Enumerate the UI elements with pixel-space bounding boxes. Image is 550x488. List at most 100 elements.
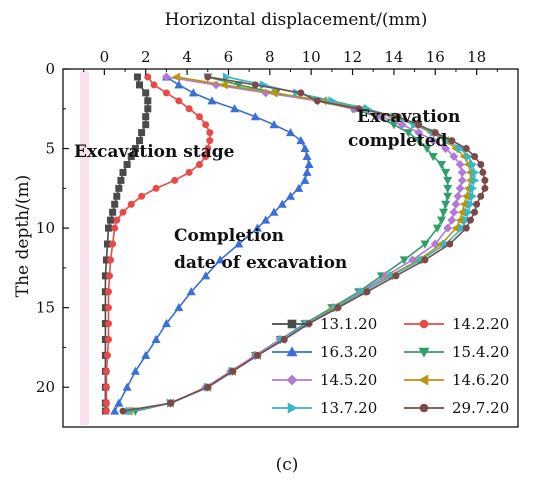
- data-point: [204, 145, 212, 153]
- data-point: [105, 320, 113, 328]
- data-point: [334, 304, 342, 312]
- annotation-excavation-stage: Excavation stage: [74, 142, 235, 162]
- data-point: [296, 135, 306, 145]
- x-tick-label: 14: [384, 48, 403, 66]
- data-point: [131, 145, 139, 153]
- data-point: [399, 256, 409, 265]
- data-point: [414, 128, 424, 138]
- data-point: [449, 207, 459, 217]
- data-point: [234, 239, 244, 248]
- data-point: [127, 200, 135, 208]
- y-tick-label: 0: [45, 60, 55, 78]
- data-point: [202, 121, 210, 129]
- annotation-date-of-excavation: date of excavation: [174, 253, 347, 273]
- data-point: [456, 144, 465, 154]
- data-point: [167, 399, 175, 407]
- legend-swatch-marker: [419, 319, 429, 329]
- data-point: [204, 73, 212, 81]
- data-point: [280, 335, 288, 343]
- data-point: [441, 200, 451, 209]
- data-point: [111, 200, 119, 208]
- data-point: [455, 160, 465, 169]
- data-point: [269, 88, 278, 98]
- data-point: [144, 97, 152, 105]
- data-point: [414, 137, 424, 146]
- data-point: [285, 191, 296, 200]
- legend-swatch-marker: [286, 374, 298, 386]
- y-tick-label: 15: [36, 299, 55, 317]
- data-point: [300, 143, 310, 153]
- data-point: [102, 399, 110, 407]
- legend-item-14.2.20: 14.2.20: [404, 315, 509, 333]
- data-point: [443, 223, 453, 233]
- data-point: [439, 208, 449, 217]
- data-point: [211, 80, 221, 90]
- legend-label: 14.6.20: [452, 371, 509, 389]
- series-13.1.20: [101, 73, 152, 415]
- data-point: [458, 223, 467, 233]
- data-point: [151, 334, 161, 343]
- data-point: [230, 104, 240, 113]
- data-point: [250, 112, 260, 121]
- data-point: [453, 191, 463, 201]
- data-point: [294, 183, 304, 192]
- data-point: [150, 81, 158, 89]
- data-point: [471, 208, 479, 216]
- data-point: [136, 81, 144, 89]
- data-point: [188, 88, 198, 97]
- data-point: [114, 398, 124, 407]
- legend-item-14.6.20: 14.6.20: [404, 371, 509, 389]
- data-point: [117, 176, 125, 184]
- data-point: [141, 350, 151, 359]
- data-point: [152, 184, 160, 192]
- x-tick-label: 18: [467, 48, 486, 66]
- data-point: [428, 136, 438, 146]
- y-axis-title: The depth/(m): [13, 175, 33, 297]
- data-point: [161, 72, 171, 82]
- data-point: [105, 288, 113, 296]
- data-point: [161, 318, 171, 328]
- data-point: [171, 176, 179, 184]
- data-point: [415, 121, 423, 129]
- data-point: [466, 199, 476, 209]
- data-point: [313, 97, 321, 105]
- shading-band: [80, 71, 89, 425]
- data-point: [127, 153, 135, 161]
- legend-item-13.7.20: 13.7.20: [272, 399, 377, 417]
- data-point: [144, 73, 152, 81]
- data-point: [477, 160, 485, 168]
- legend-swatch-marker: [287, 319, 297, 329]
- x-tick-label: 12: [343, 48, 362, 66]
- legend-swatch-marker: [419, 403, 429, 413]
- data-point: [479, 168, 487, 176]
- data-point: [252, 223, 262, 232]
- data-point: [174, 303, 184, 312]
- data-point: [392, 272, 400, 280]
- data-point: [394, 113, 402, 121]
- data-point: [222, 72, 232, 82]
- data-point: [269, 207, 279, 216]
- data-point: [397, 120, 407, 130]
- y-tick-label: 5: [45, 140, 55, 158]
- data-point: [421, 256, 429, 264]
- data-point: [123, 160, 131, 168]
- data-point: [471, 167, 480, 177]
- data-point: [142, 113, 150, 121]
- legend-label: 13.7.20: [320, 399, 377, 417]
- data-point: [471, 175, 480, 185]
- data-point: [172, 72, 181, 82]
- data-point: [122, 382, 132, 391]
- data-point: [451, 199, 461, 209]
- data-point: [462, 145, 470, 153]
- data-point: [185, 168, 193, 176]
- legend-swatch-marker: [286, 346, 298, 357]
- data-point: [468, 159, 478, 169]
- x-tick-label: 10: [302, 48, 321, 66]
- data-point: [185, 105, 193, 113]
- data-point: [111, 224, 119, 232]
- data-point: [202, 153, 210, 161]
- data-point: [448, 137, 456, 145]
- data-point: [261, 215, 271, 224]
- legend-label: 15.4.20: [452, 343, 509, 361]
- legend-label: 14.2.20: [452, 315, 509, 333]
